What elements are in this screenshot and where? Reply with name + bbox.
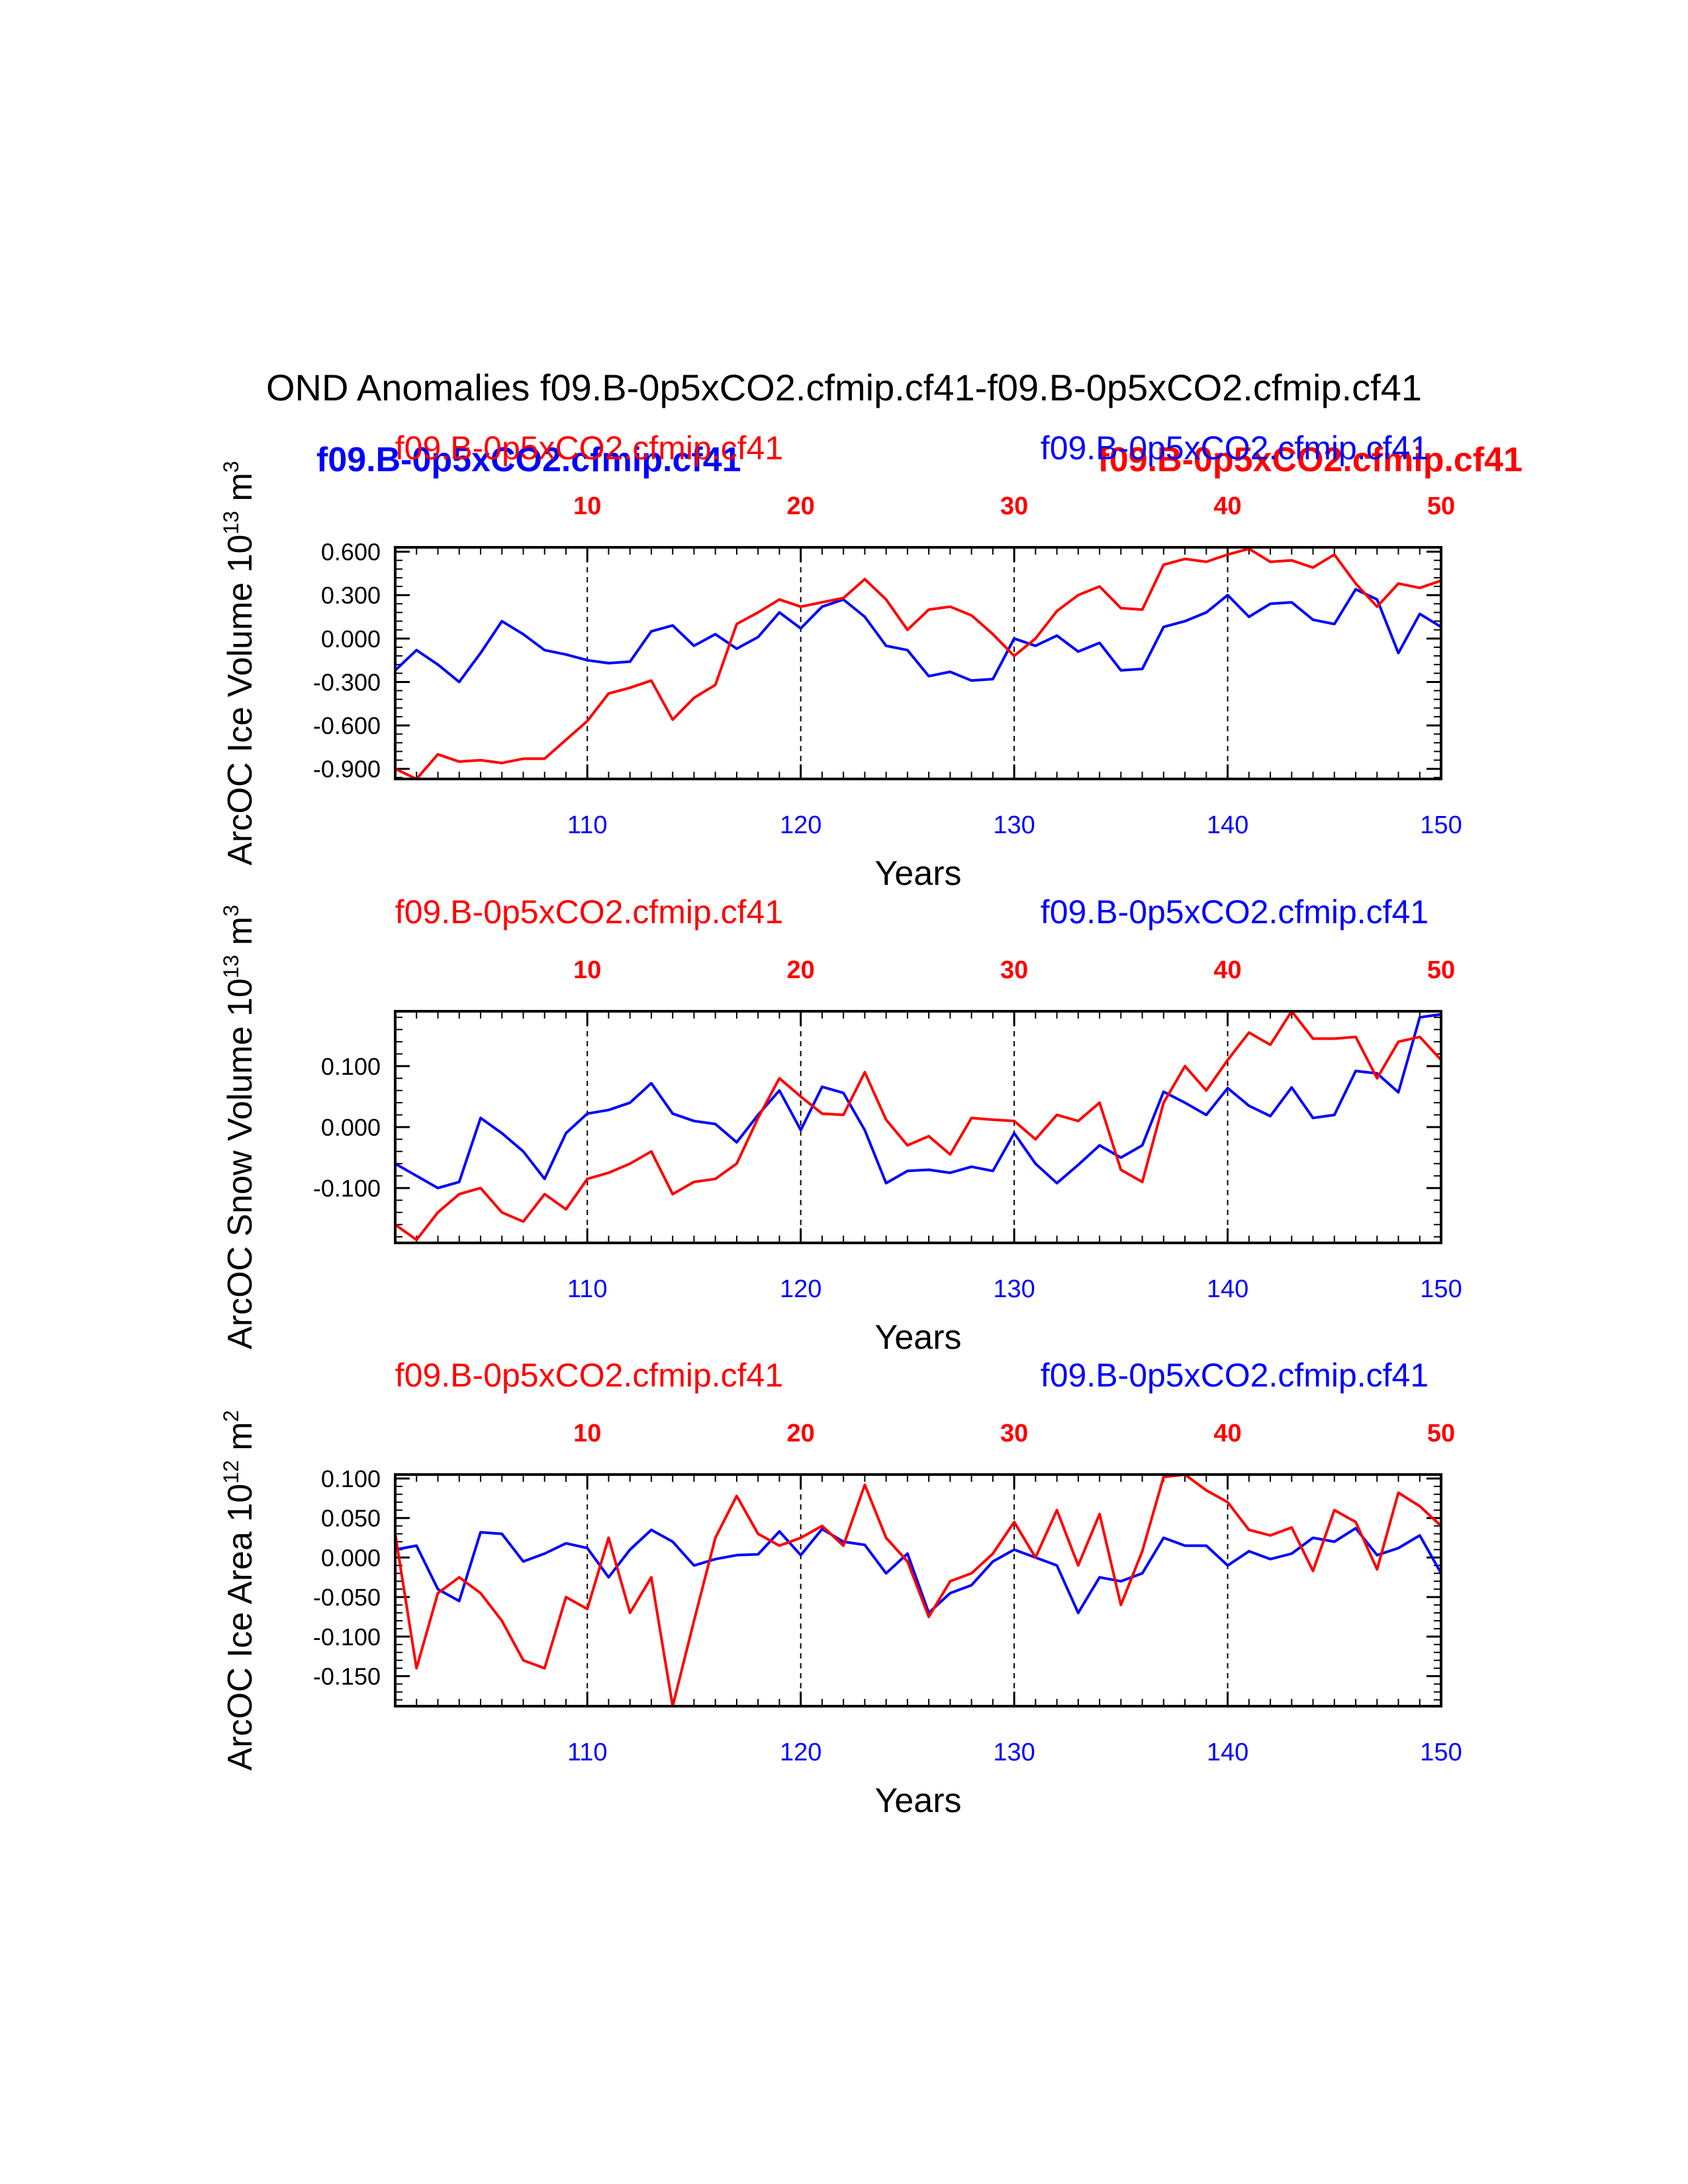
x-tick-label-top: 30 <box>1000 492 1028 520</box>
plot-frame <box>394 546 1442 780</box>
x-tick-label-top: 40 <box>1213 1420 1241 1447</box>
x-tick-label-bottom: 110 <box>567 1739 608 1766</box>
y-tick-label: -0.900 <box>313 756 381 783</box>
x-tick-label-top: 50 <box>1427 1420 1455 1447</box>
x-tick-label-top: 10 <box>573 1420 601 1447</box>
y-tick-label: 0.600 <box>321 539 381 566</box>
y-axis-label: ArcOC Snow Volume 1013 m3 <box>219 905 259 1349</box>
y-tick-label: 0.300 <box>321 582 381 609</box>
x-tick-label-bottom: 130 <box>993 1275 1035 1303</box>
x-tick-label-top: 10 <box>573 956 601 984</box>
x-axis-label: Years <box>874 1782 961 1820</box>
y-axis-label-exponent: 13 <box>219 955 243 979</box>
plot-frame <box>394 1473 1442 1707</box>
figure-title: OND Anomalies f09.B-0p5xCO2.cfmip.cf41-f… <box>266 367 1422 408</box>
y-tick-label: -0.150 <box>313 1663 381 1690</box>
x-tick-label-bottom: 150 <box>1420 811 1462 839</box>
x-tick-label-top: 10 <box>573 492 601 520</box>
run-name-blue: f09.B-0p5xCO2.cfmip.cf41 <box>1041 1357 1429 1394</box>
x-tick-label-bottom: 130 <box>993 811 1035 839</box>
y-tick-label: -0.050 <box>313 1584 381 1611</box>
y-axis-label: ArcOC Ice Volume 1013 m3 <box>219 461 259 865</box>
x-tick-label-bottom: 120 <box>780 1275 821 1303</box>
y-axis-label-text: ArcOC Snow Volume 10 <box>221 978 259 1349</box>
series-line-blue <box>395 1013 1442 1190</box>
x-tick-label-bottom: 130 <box>993 1739 1035 1766</box>
y-tick-label: 0.100 <box>321 1465 381 1492</box>
y-tick-label: -0.300 <box>313 668 381 696</box>
y-tick-label: 0.050 <box>321 1505 381 1532</box>
y-axis-label-text: ArcOC Ice Volume 10 <box>221 535 259 866</box>
y-axis-label-unit-exponent: 3 <box>219 905 243 917</box>
run-name-red: f09.B-0p5xCO2.cfmip.cf41 <box>395 430 783 467</box>
x-tick-label-top: 40 <box>1213 956 1241 984</box>
x-axis-label: Years <box>874 854 961 893</box>
x-tick-label-top: 50 <box>1427 956 1455 984</box>
y-axis-label-unit: m <box>221 1422 259 1460</box>
run-name-blue: f09.B-0p5xCO2.cfmip.cf41 <box>1041 893 1429 931</box>
x-tick-label-top: 20 <box>787 956 815 984</box>
plot-frame <box>394 1010 1442 1244</box>
x-tick-label-top: 30 <box>1000 1420 1028 1447</box>
chart-panel-3: -0.150 -0.100 -0.050 0.000 0.050 0.100 110 120 1… <box>219 1357 1462 1820</box>
y-tick-label: 0.000 <box>321 625 381 653</box>
y-axis-label-unit: m <box>221 917 259 955</box>
y-axis-label: ArcOC Ice Area 1012 m2 <box>219 1410 259 1771</box>
x-tick-label-bottom: 150 <box>1420 1739 1462 1766</box>
y-tick-label: 0.000 <box>321 1114 381 1141</box>
x-tick-label-top: 20 <box>787 492 815 520</box>
series-line-blue <box>394 588 1442 684</box>
chart-panel-1: -0.900 -0.600 -0.300 0.000 0.300 0.600 110 120 1… <box>219 430 1462 893</box>
x-tick-label-bottom: 140 <box>1207 1275 1248 1303</box>
chart-panel-2: -0.100 0.000 0.100 110 120 130 140 150 10 20 30 40 5… <box>219 893 1462 1357</box>
series-line-blue <box>395 1527 1442 1614</box>
series-line-red <box>394 1473 1442 1707</box>
y-axis-label-exponent: 12 <box>219 1460 243 1484</box>
x-axis-label: Years <box>874 1318 961 1357</box>
y-tick-label: -0.600 <box>313 712 381 739</box>
overlay-name-blue: f09.B-0p5xCO2.cfmip.cf41 <box>316 441 741 479</box>
y-axis-label-unit-exponent: 3 <box>219 461 243 473</box>
x-tick-label-top: 40 <box>1213 492 1241 520</box>
y-axis-label-text: ArcOC Ice Area 10 <box>221 1484 259 1771</box>
run-name-red: f09.B-0p5xCO2.cfmip.cf41 <box>395 1357 783 1394</box>
y-tick-label: -0.100 <box>313 1623 381 1651</box>
panels: -0.900 -0.600 -0.300 0.000 0.300 0.600 110 120 1… <box>219 430 1462 1820</box>
x-tick-label-bottom: 120 <box>780 811 821 839</box>
x-tick-label-bottom: 140 <box>1207 1739 1248 1766</box>
x-tick-label-top: 30 <box>1000 956 1028 984</box>
x-tick-label-bottom: 110 <box>567 811 608 839</box>
x-tick-label-top: 20 <box>787 1420 815 1447</box>
y-tick-label: 0.000 <box>321 1544 381 1571</box>
y-tick-label: 0.100 <box>321 1053 381 1080</box>
overlay-name-red: f09.B-0p5xCO2.cfmip.cf41 <box>1098 441 1523 479</box>
run-name-blue: f09.B-0p5xCO2.cfmip.cf41 <box>1041 430 1429 467</box>
x-tick-label-top: 50 <box>1427 492 1455 520</box>
x-tick-label-bottom: 150 <box>1420 1275 1462 1303</box>
series-line-red <box>394 1010 1442 1242</box>
y-tick-label: -0.100 <box>313 1175 381 1202</box>
x-tick-label-bottom: 140 <box>1207 811 1248 839</box>
series-line-red <box>395 547 1442 780</box>
x-tick-label-bottom: 110 <box>567 1275 608 1303</box>
y-axis-label-exponent: 13 <box>219 511 243 535</box>
y-axis-label-unit: m <box>221 473 259 511</box>
run-name-red: f09.B-0p5xCO2.cfmip.cf41 <box>395 893 783 931</box>
y-axis-label-unit-exponent: 2 <box>219 1410 243 1422</box>
x-tick-label-bottom: 120 <box>780 1739 821 1766</box>
